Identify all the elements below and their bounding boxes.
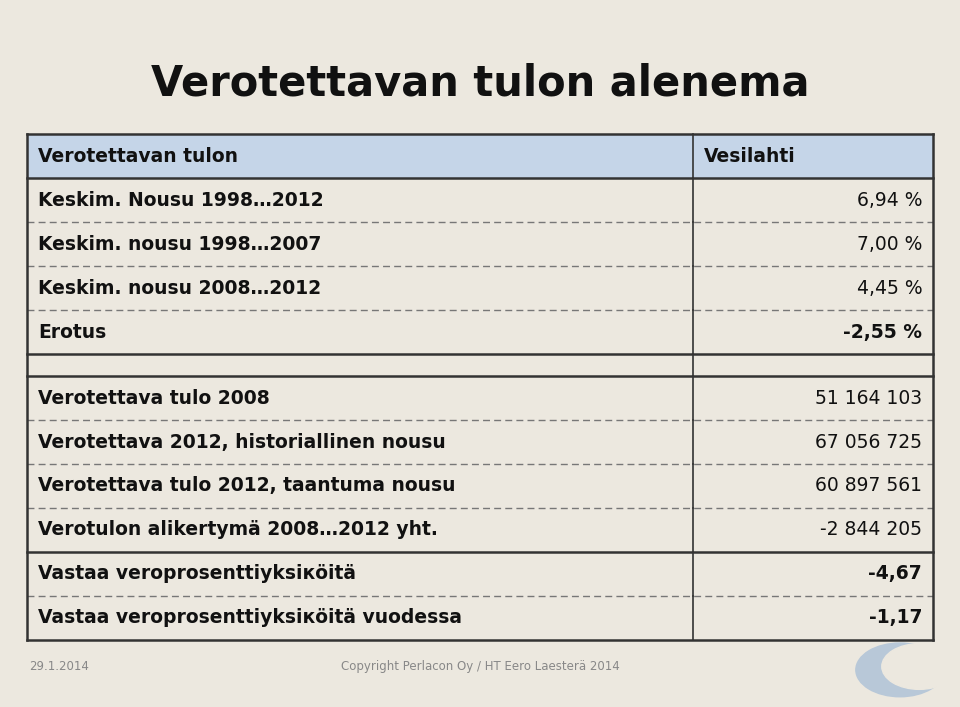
Text: Keskim. nousu 2008…2012: Keskim. nousu 2008…2012 [37,279,321,298]
Text: 29.1.2014: 29.1.2014 [29,660,88,673]
Text: -2 844 205: -2 844 205 [820,520,923,539]
Text: Vastaa veroprosenttiyksiкöitä vuodessa: Vastaa veroprosenttiyksiкöitä vuodessa [37,608,462,627]
Text: Vastaa veroprosenttiyksiкöitä: Vastaa veroprosenttiyksiкöitä [37,564,356,583]
Text: 4: 4 [876,660,883,673]
Text: 60 897 561: 60 897 561 [815,477,923,496]
Text: Verotettava 2012, historiallinen nousu: Verotettava 2012, historiallinen nousu [37,433,445,452]
Circle shape [882,643,957,689]
Text: Verotettava tulo 2012, taantuma nousu: Verotettava tulo 2012, taantuma nousu [37,477,455,496]
Circle shape [855,643,945,697]
Text: -2,55 %: -2,55 % [843,322,923,341]
Text: Keskim. Nousu 1998…2012: Keskim. Nousu 1998…2012 [37,191,324,210]
Text: Vesilahti: Vesilahti [704,147,796,166]
Text: Verotettava tulo 2008: Verotettava tulo 2008 [37,389,270,407]
Bar [27,134,933,178]
Text: 51 164 103: 51 164 103 [815,389,923,407]
Text: Copyright Perlacon Oy / HT Eero Laesterä 2014: Copyright Perlacon Oy / HT Eero Laesterä… [341,660,619,673]
Text: 67 056 725: 67 056 725 [815,433,923,452]
Text: -1,17: -1,17 [869,608,923,627]
Text: Erotus: Erotus [37,322,106,341]
Text: Verotulon alikertymä 2008…2012 yht.: Verotulon alikertymä 2008…2012 yht. [37,520,438,539]
Text: 6,94 %: 6,94 % [856,191,923,210]
Text: -4,67: -4,67 [869,564,923,583]
Text: 4,45 %: 4,45 % [856,279,923,298]
Text: 7,00 %: 7,00 % [857,235,923,254]
Text: Keskim. nousu 1998…2007: Keskim. nousu 1998…2007 [37,235,322,254]
Text: Verotettavan tulon alenema: Verotettavan tulon alenema [151,62,809,104]
Text: Verotettavan tulon: Verotettavan tulon [37,147,238,166]
